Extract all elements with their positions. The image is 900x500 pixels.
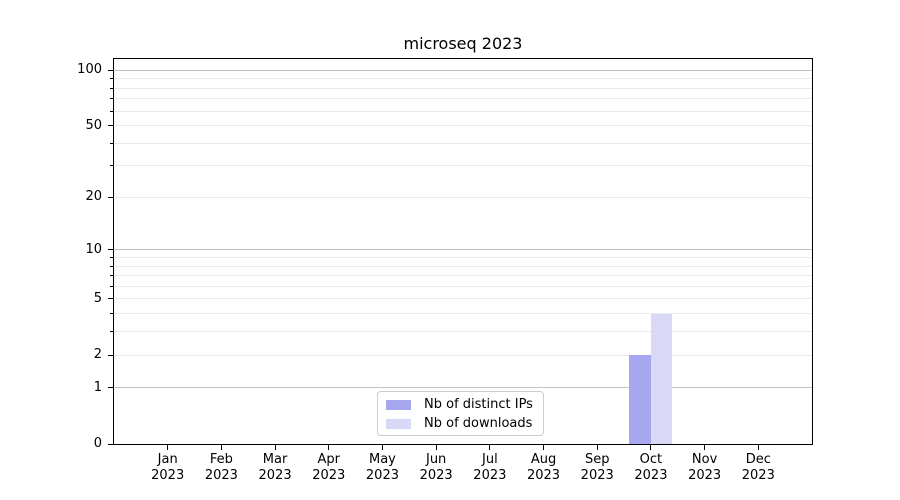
x-tick-label-jan: Jan 2023 <box>151 452 185 483</box>
y-tick-label: 2 <box>93 347 102 363</box>
y-gridline-minor <box>114 78 812 80</box>
x-tick-mark <box>274 445 276 450</box>
y-tick-mark <box>108 249 114 251</box>
y-gridline-minor <box>114 285 812 287</box>
bar-distinct-ips-oct <box>629 355 651 444</box>
y-gridline-minor <box>114 87 812 89</box>
y-tick-mark-minor <box>110 313 114 315</box>
x-tick-label-oct: Oct 2023 <box>634 452 668 483</box>
y-gridline-minor <box>114 313 812 315</box>
bar-downloads-oct <box>650 313 673 444</box>
x-tick-mark <box>220 445 222 450</box>
legend-swatch-distinct-ips <box>386 400 411 410</box>
y-gridline-major <box>114 387 812 389</box>
y-tick-label: 100 <box>77 62 102 78</box>
y-gridline-minor <box>114 257 812 258</box>
y-tick-label: 1 <box>93 379 102 395</box>
y-tick-label: 20 <box>85 189 102 205</box>
y-tick-mark-minor <box>110 165 114 167</box>
y-gridline-minor <box>114 165 812 167</box>
y-tick-mark-minor <box>110 87 114 89</box>
y-gridline-minor <box>114 142 812 144</box>
y-tick-mark-minor <box>110 285 114 287</box>
x-tick-mark <box>489 445 491 450</box>
y-tick-mark-minor <box>110 110 114 112</box>
x-tick-label-nov: Nov 2023 <box>688 452 722 483</box>
y-gridline-minor <box>114 331 812 333</box>
y-tick-mark <box>108 443 114 445</box>
legend-label-distinct-ips: Nb of distinct IPs <box>424 397 533 412</box>
y-gridline-minor <box>114 125 812 127</box>
y-gridline-minor <box>114 354 812 356</box>
y-tick-label: 10 <box>85 241 102 257</box>
y-tick-mark <box>108 298 114 300</box>
y-tick-mark <box>108 354 114 356</box>
y-tick-mark-minor <box>110 275 114 277</box>
y-tick-mark <box>108 196 114 198</box>
x-tick-mark <box>328 445 330 450</box>
y-gridline-minor <box>114 196 812 198</box>
y-gridline-major <box>114 69 812 71</box>
y-tick-mark <box>108 125 114 127</box>
x-tick-mark <box>381 445 383 450</box>
y-gridline-minor <box>114 275 812 277</box>
x-tick-mark <box>543 445 545 450</box>
x-tick-mark <box>650 445 652 450</box>
x-tick-mark <box>596 445 598 450</box>
y-tick-mark <box>108 69 114 71</box>
legend-label-downloads: Nb of downloads <box>424 416 533 431</box>
x-tick-mark <box>435 445 437 450</box>
x-tick-label-apr: Apr 2023 <box>312 452 346 483</box>
y-tick-mark <box>108 387 114 389</box>
x-tick-label-may: May 2023 <box>365 452 399 483</box>
y-tick-mark-minor <box>110 257 114 258</box>
y-tick-mark-minor <box>110 265 114 267</box>
x-tick-label-mar: Mar 2023 <box>258 452 292 483</box>
legend: Nb of distinct IPs Nb of downloads <box>377 391 544 436</box>
x-tick-mark <box>167 445 169 450</box>
y-gridline-major <box>114 249 812 251</box>
x-tick-mark <box>757 445 759 450</box>
y-tick-mark-minor <box>110 98 114 100</box>
y-gridline-minor <box>114 110 812 112</box>
plot-area <box>113 58 813 445</box>
y-tick-label: 50 <box>85 117 102 133</box>
y-gridline-minor <box>114 298 812 300</box>
x-tick-label-jun: Jun 2023 <box>419 452 453 483</box>
y-tick-mark-minor <box>110 331 114 333</box>
y-gridline-minor <box>114 98 812 100</box>
x-tick-label-sep: Sep 2023 <box>580 452 614 483</box>
x-tick-label-aug: Aug 2023 <box>526 452 561 483</box>
x-tick-label-jul: Jul 2023 <box>473 452 507 483</box>
y-tick-mark-minor <box>110 142 114 144</box>
y-tick-mark-minor <box>110 78 114 80</box>
legend-swatch-downloads <box>386 419 411 429</box>
y-tick-label: 5 <box>93 290 102 306</box>
x-tick-label-dec: Dec 2023 <box>741 452 775 483</box>
y-gridline-minor <box>114 265 812 267</box>
x-tick-label-feb: Feb 2023 <box>204 452 238 483</box>
x-tick-mark <box>704 445 706 450</box>
chart-title: microseq 2023 <box>403 34 523 53</box>
y-tick-label: 0 <box>93 436 102 451</box>
